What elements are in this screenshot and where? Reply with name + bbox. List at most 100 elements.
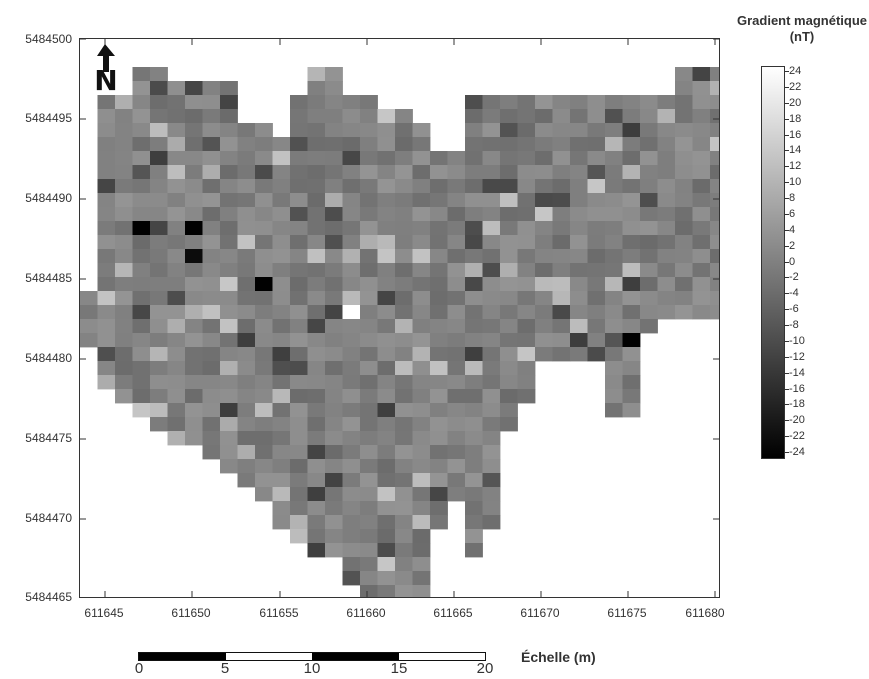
- grid-cell: [307, 151, 326, 166]
- grid-cell: [412, 235, 431, 250]
- grid-cell: [640, 221, 658, 236]
- grid-cell: [360, 277, 378, 292]
- legend-tick-label: -18: [789, 398, 805, 411]
- grid-cell: [202, 417, 221, 432]
- grid-cell: [587, 263, 606, 278]
- grid-cell: [412, 543, 431, 558]
- grid-cell: [220, 221, 238, 236]
- grid-cell: [97, 347, 116, 362]
- grid-cell: [395, 585, 413, 597]
- legend-title-line1: Gradient magnétique: [736, 13, 868, 28]
- grid-cell: [605, 249, 623, 264]
- grid-cell: [185, 333, 203, 348]
- grid-cell: [465, 361, 483, 376]
- grid-cell: [185, 347, 203, 362]
- grid-cell: [307, 473, 326, 488]
- grid-cell: [115, 319, 133, 334]
- grid-cell: [395, 431, 413, 446]
- grid-cell: [640, 249, 658, 264]
- grid-cell: [675, 179, 693, 194]
- grid-cell: [325, 151, 343, 166]
- grid-cell: [342, 319, 361, 334]
- grid-cell: [430, 431, 448, 446]
- grid-cell: [395, 319, 413, 334]
- grid-cell: [307, 487, 326, 502]
- grid-cell: [307, 109, 326, 124]
- grid-cell: [517, 305, 536, 320]
- grid-cell: [430, 193, 448, 208]
- grid-cell: [570, 263, 588, 278]
- grid-cell: [622, 193, 641, 208]
- color-scale-bar: [761, 66, 785, 459]
- grid-cell: [500, 417, 518, 432]
- grid-cell: [290, 361, 308, 376]
- grid-cell: [412, 165, 431, 180]
- grid-cell: [517, 347, 536, 362]
- grid-cell: [395, 137, 413, 152]
- grid-cell: [622, 221, 641, 236]
- grid-cell: [132, 249, 151, 264]
- grid-cell: [465, 543, 483, 558]
- grid-cell: [150, 95, 168, 110]
- grid-cell: [465, 249, 483, 264]
- grid-cell: [342, 347, 361, 362]
- grid-cell: [675, 207, 693, 222]
- grid-cell: [202, 81, 221, 96]
- grid-cell: [517, 193, 536, 208]
- grid-cell: [220, 347, 238, 362]
- grid-cell: [167, 389, 186, 404]
- grid-cell: [412, 193, 431, 208]
- grid-cell: [377, 529, 396, 544]
- grid-cell: [552, 207, 571, 222]
- grid-cell: [185, 431, 203, 446]
- grid-cell: [377, 333, 396, 348]
- grid-cell: [605, 207, 623, 222]
- grid-cell: [132, 389, 151, 404]
- grid-cell: [307, 81, 326, 96]
- grid-cell: [710, 179, 719, 194]
- grid-cell: [570, 179, 588, 194]
- grid-cell: [482, 389, 501, 404]
- grid-cell: [167, 165, 186, 180]
- grid-cell: [675, 109, 693, 124]
- grid-cell: [675, 123, 693, 138]
- grid-cell: [377, 585, 396, 597]
- grid-cell: [640, 263, 658, 278]
- grid-cell: [132, 305, 151, 320]
- grid-cell: [517, 95, 536, 110]
- grid-cell: [290, 487, 308, 502]
- grid-cell: [605, 375, 623, 390]
- grid-cell: [255, 137, 273, 152]
- grid-cell: [360, 431, 378, 446]
- grid-cell: [447, 333, 466, 348]
- grid-cell: [307, 165, 326, 180]
- grid-cell: [115, 193, 133, 208]
- grid-cell: [220, 123, 238, 138]
- legend-tick-mark: [785, 404, 789, 406]
- grid-cell: [535, 179, 553, 194]
- grid-cell: [710, 123, 719, 138]
- legend-title: Gradient magnétique (nT): [736, 13, 868, 45]
- grid-cell: [395, 277, 413, 292]
- grid-cell: [97, 249, 116, 264]
- grid-cell: [220, 403, 238, 418]
- grid-cell: [307, 501, 326, 516]
- grid-cell: [482, 487, 501, 502]
- grid-cell: [570, 277, 588, 292]
- grid-cell: [552, 235, 571, 250]
- grid-cell: [237, 319, 256, 334]
- grid-cell: [325, 473, 343, 488]
- grid-cell: [430, 249, 448, 264]
- grid-cell: [167, 347, 186, 362]
- legend-tick-label: 6: [789, 207, 796, 220]
- grid-cell: [307, 249, 326, 264]
- y-tick-label: 5484485: [25, 271, 72, 285]
- grid-cell: [272, 151, 291, 166]
- grid-cell: [465, 375, 483, 390]
- grid-cell: [202, 445, 221, 460]
- grid-cell: [360, 207, 378, 222]
- grid-cell: [622, 291, 641, 306]
- grid-cell: [710, 207, 719, 222]
- legend-tick-label: -22: [789, 430, 805, 443]
- grid-cell: [202, 95, 221, 110]
